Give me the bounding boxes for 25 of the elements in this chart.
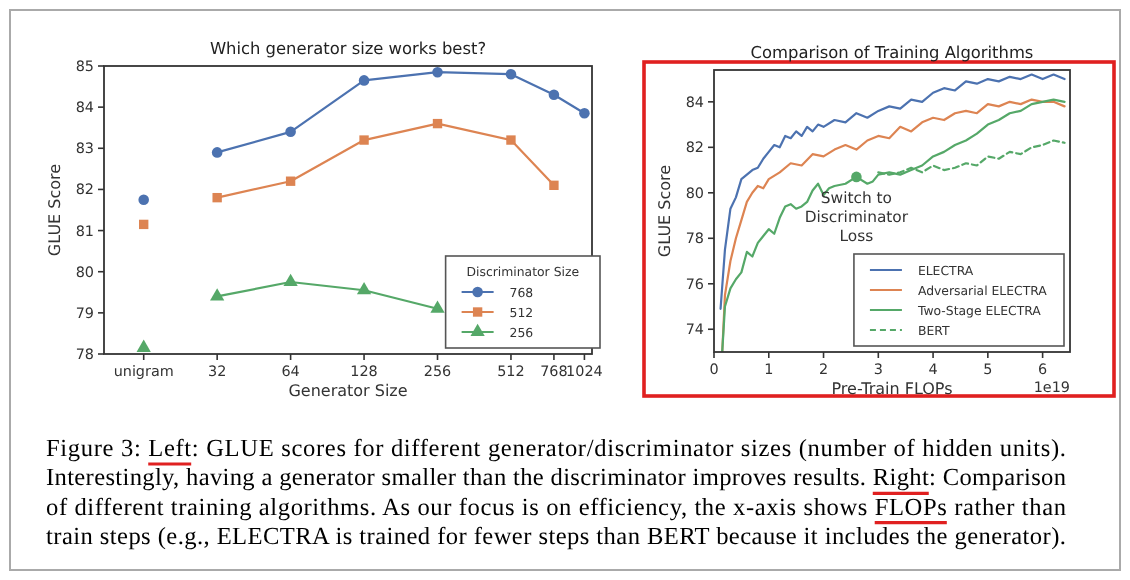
point (359, 135, 369, 145)
chart-title: Comparison of Training Algorithms (750, 42, 1034, 62)
point (283, 273, 298, 287)
y-axis-title: GLUE Score (46, 163, 64, 257)
x-axis-title: Pre-Train FLOPs (831, 380, 953, 398)
x-axis-title: Generator Size (288, 382, 408, 400)
point (211, 147, 223, 158)
point (358, 75, 370, 86)
point (430, 300, 445, 313)
point (356, 282, 372, 295)
caption: Figure 3: Left: GLUE scores for different generator/discriminator sizes (number of hidden units). (46, 434, 1066, 462)
point (285, 126, 296, 138)
point (285, 176, 296, 186)
text: train steps (e.g., ELECTRA is trained for fewer steps than BERT because it includes the generator). (46, 522, 1066, 550)
point (432, 118, 443, 129)
point (432, 66, 443, 78)
line-series (721, 98, 1066, 352)
point (210, 288, 225, 301)
point (212, 192, 222, 203)
text: Interestingly, having a generator smaller than the discriminator improves results. Right: Comparison (46, 463, 1066, 492)
text: of different training algorithms. As our focus is on efficiency, the x-axis shows FLOPs rather than (46, 492, 1066, 521)
chart-title: Which generator size works best? (209, 38, 487, 58)
point (506, 135, 516, 145)
point (505, 68, 517, 80)
y-axis-title: GLUE Score (656, 164, 674, 258)
